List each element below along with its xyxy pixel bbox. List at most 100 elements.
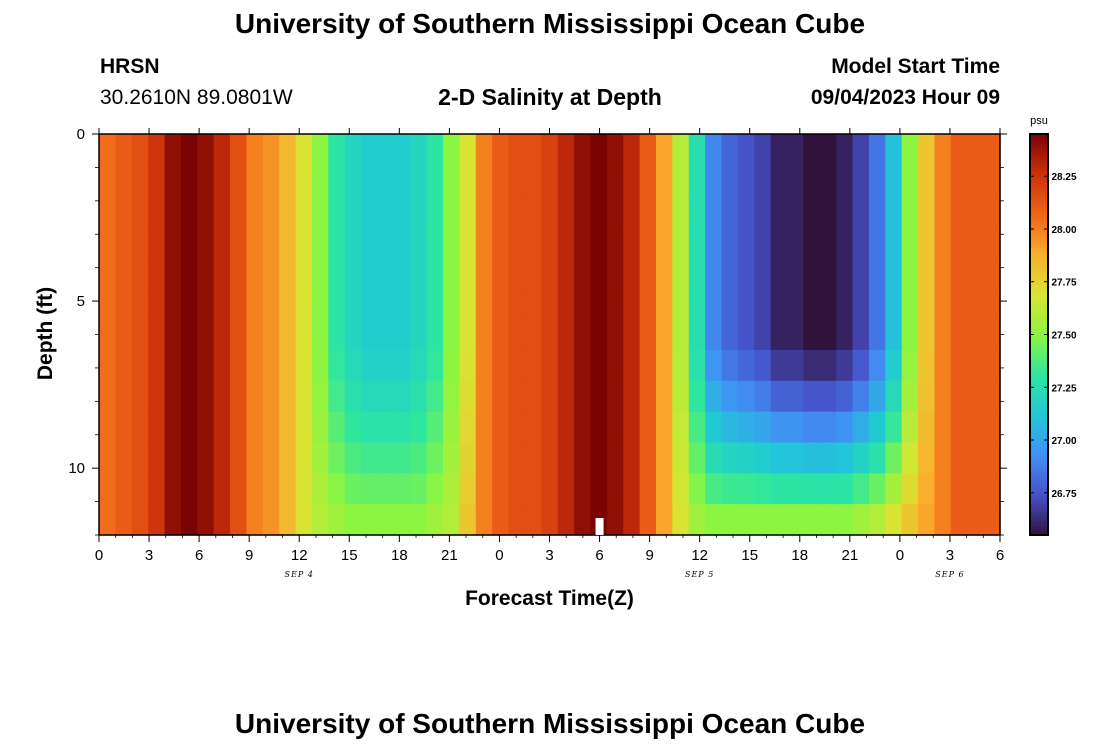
heatmap-cell: [836, 411, 854, 444]
heatmap-cell: [131, 319, 149, 351]
heatmap-cell: [246, 380, 264, 413]
x-tick-label: 9: [645, 547, 653, 564]
heatmap-cell: [885, 195, 903, 228]
heatmap-cell: [180, 380, 198, 413]
heatmap-cell: [754, 257, 772, 289]
date-label: SEP 6: [935, 570, 964, 579]
heatmap-cell: [246, 442, 264, 474]
colorbar-swatch: [1030, 498, 1048, 503]
heatmap-cell: [918, 473, 936, 505]
heatmap-cell: [606, 442, 624, 474]
heatmap-cell: [803, 226, 821, 258]
heatmap-cell: [295, 288, 313, 320]
heatmap-cell: [705, 473, 723, 505]
heatmap-cell: [705, 288, 723, 320]
heatmap-cell: [787, 473, 805, 505]
heatmap-cell: [262, 164, 280, 197]
heatmap-cell: [459, 288, 477, 320]
heatmap-cell: [311, 164, 329, 197]
heatmap-cell: [115, 288, 133, 320]
heatmap-cell: [131, 380, 149, 413]
colorbar-swatch: [1030, 234, 1048, 239]
colorbar-swatch: [1030, 190, 1048, 195]
heatmap-cell: [967, 319, 985, 351]
heatmap-cell: [197, 319, 215, 351]
heatmap-cell: [688, 257, 706, 289]
heatmap-cell: [901, 288, 919, 320]
heatmap-cell: [410, 257, 428, 289]
heatmap-cell: [655, 349, 673, 382]
heatmap-cell: [557, 473, 575, 505]
heatmap-cell: [868, 226, 886, 258]
colorbar-swatch: [1030, 357, 1048, 362]
heatmap-cell: [705, 257, 723, 289]
heatmap-cell: [705, 349, 723, 382]
heatmap-cell: [99, 504, 116, 536]
heatmap-cell: [934, 195, 952, 228]
heatmap-cell: [737, 195, 755, 228]
colorbar-swatch: [1030, 367, 1048, 372]
heatmap-cell: [721, 442, 739, 474]
colorbar-swatch: [1030, 177, 1048, 182]
heatmap-cell: [246, 288, 264, 320]
heatmap-cell: [950, 226, 968, 258]
heatmap-cell: [492, 349, 510, 382]
heatmap-cell: [623, 319, 641, 351]
heatmap-cell: [705, 504, 723, 536]
heatmap-cell: [99, 134, 116, 166]
heatmap-cell: [344, 195, 362, 228]
colorbar-swatch: [1030, 224, 1048, 229]
heatmap-cell: [295, 411, 313, 444]
heatmap-cell: [950, 195, 968, 228]
colorbar-swatch: [1030, 434, 1048, 439]
colorbar-swatch: [1030, 170, 1048, 175]
heatmap-cell: [508, 226, 526, 258]
heatmap-cell: [328, 411, 346, 444]
heatmap-cell: [885, 319, 903, 351]
heatmap-cell: [230, 226, 248, 258]
heatmap-cell: [557, 504, 575, 536]
heatmap-cell: [393, 473, 411, 505]
heatmap-cell: [868, 319, 886, 351]
heatmap-cell: [688, 380, 706, 413]
colorbar-swatch: [1030, 341, 1048, 346]
heatmap-cell: [131, 195, 149, 228]
heatmap-cell: [934, 380, 952, 413]
heatmap-cell: [492, 226, 510, 258]
heatmap-cell: [590, 319, 608, 351]
heatmap-cell: [99, 349, 116, 382]
heatmap-cell: [541, 442, 559, 474]
heatmap-cell: [983, 349, 1001, 382]
colorbar-swatch: [1030, 301, 1048, 306]
heatmap-cell: [983, 226, 1001, 258]
heatmap-cell: [705, 380, 723, 413]
model-start-value: 09/04/2023 Hour 09: [810, 86, 1000, 109]
heatmap-cell: [344, 319, 362, 351]
heatmap-cell: [967, 473, 985, 505]
heatmap-cell: [262, 473, 280, 505]
heatmap-cell: [164, 226, 182, 258]
heatmap-cell: [672, 226, 690, 258]
heatmap-cell: [148, 442, 166, 474]
heatmap-cell: [393, 195, 411, 228]
colorbar-swatch: [1030, 391, 1048, 396]
heatmap-cell: [590, 380, 608, 413]
heatmap-cell: [164, 164, 182, 197]
heatmap-cell: [508, 257, 526, 289]
heatmap-cell: [688, 226, 706, 258]
colorbar-swatch: [1030, 511, 1048, 516]
heatmap-cell: [918, 319, 936, 351]
colorbar-swatch: [1030, 384, 1048, 389]
heatmap-cell: [99, 411, 116, 444]
heatmap-cell: [410, 380, 428, 413]
heatmap-cell: [377, 349, 395, 382]
heatmap-cell: [148, 195, 166, 228]
heatmap-cell: [770, 257, 788, 289]
heatmap-cell: [197, 442, 215, 474]
x-tick-label: 6: [595, 547, 603, 564]
heatmap-cell: [279, 349, 297, 382]
heatmap-cell: [115, 319, 133, 351]
heatmap-cell: [934, 504, 952, 536]
heatmap-cell: [426, 380, 444, 413]
heatmap-cell: [983, 442, 1001, 474]
